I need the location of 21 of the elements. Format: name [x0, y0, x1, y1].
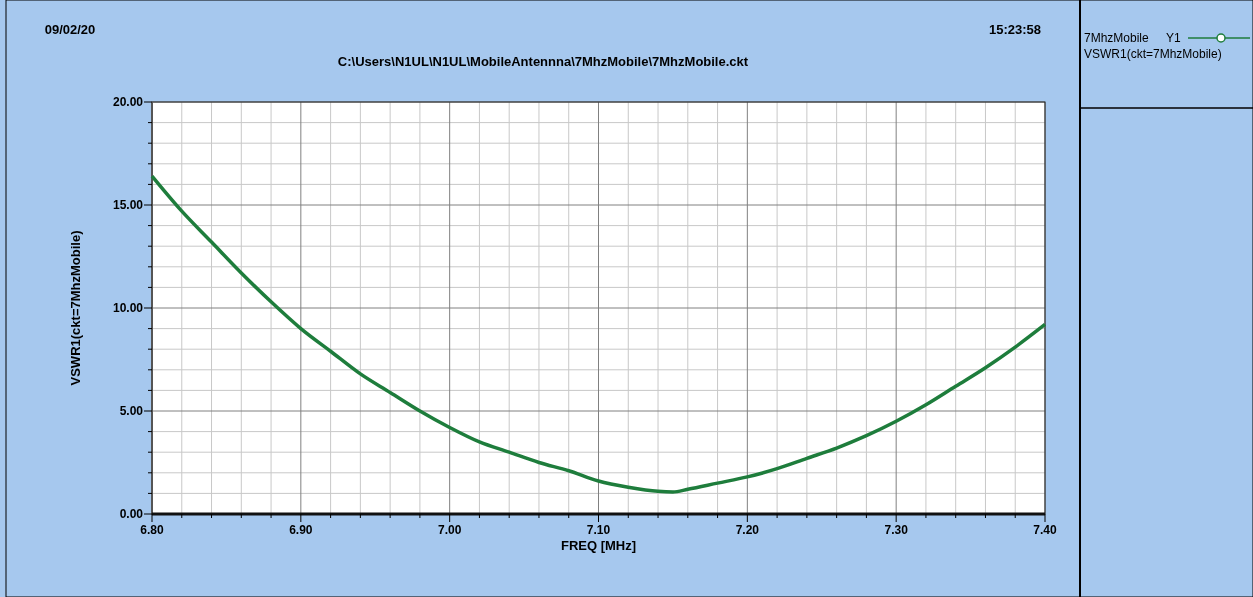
x-tick-label: 7.10: [586, 523, 611, 537]
x-tick-label: 7.30: [884, 523, 909, 537]
x-tick-label: 7.40: [1033, 523, 1057, 537]
text: 15:23:58: [988, 22, 1042, 37]
x-tick-label: 7.00: [437, 523, 462, 537]
y-tick-label: 10.00: [112, 301, 144, 316]
text: Y1: [1166, 31, 1181, 45]
line-series: [150, 174, 1047, 494]
legend-title: 7MhzMobile: [1084, 31, 1150, 45]
text: 09/02/20: [44, 22, 96, 37]
x-tick-label: 7.20: [735, 523, 760, 537]
text: VSWR1(ckt=7MhzMobile): [1084, 47, 1222, 61]
y-tick-label: 15.00: [112, 198, 144, 213]
y-axis-title: VSWR1(ckt=7MhzMobile): [68, 230, 83, 386]
x-tick-label: 6.90: [289, 523, 313, 537]
chart-title: C:\Users\N1UL\N1UL\MobileAntennna\7MhzMobile\7MhzMobile.ckt: [337, 54, 749, 69]
y-tick-label: 20.00: [112, 95, 144, 110]
y-tick-label: 0.00: [119, 507, 144, 522]
x-tick-label: 6.80: [140, 523, 164, 537]
x-axis-title: FREQ [MHz]: [560, 538, 637, 553]
y-tick-label: 5.00: [119, 404, 144, 419]
